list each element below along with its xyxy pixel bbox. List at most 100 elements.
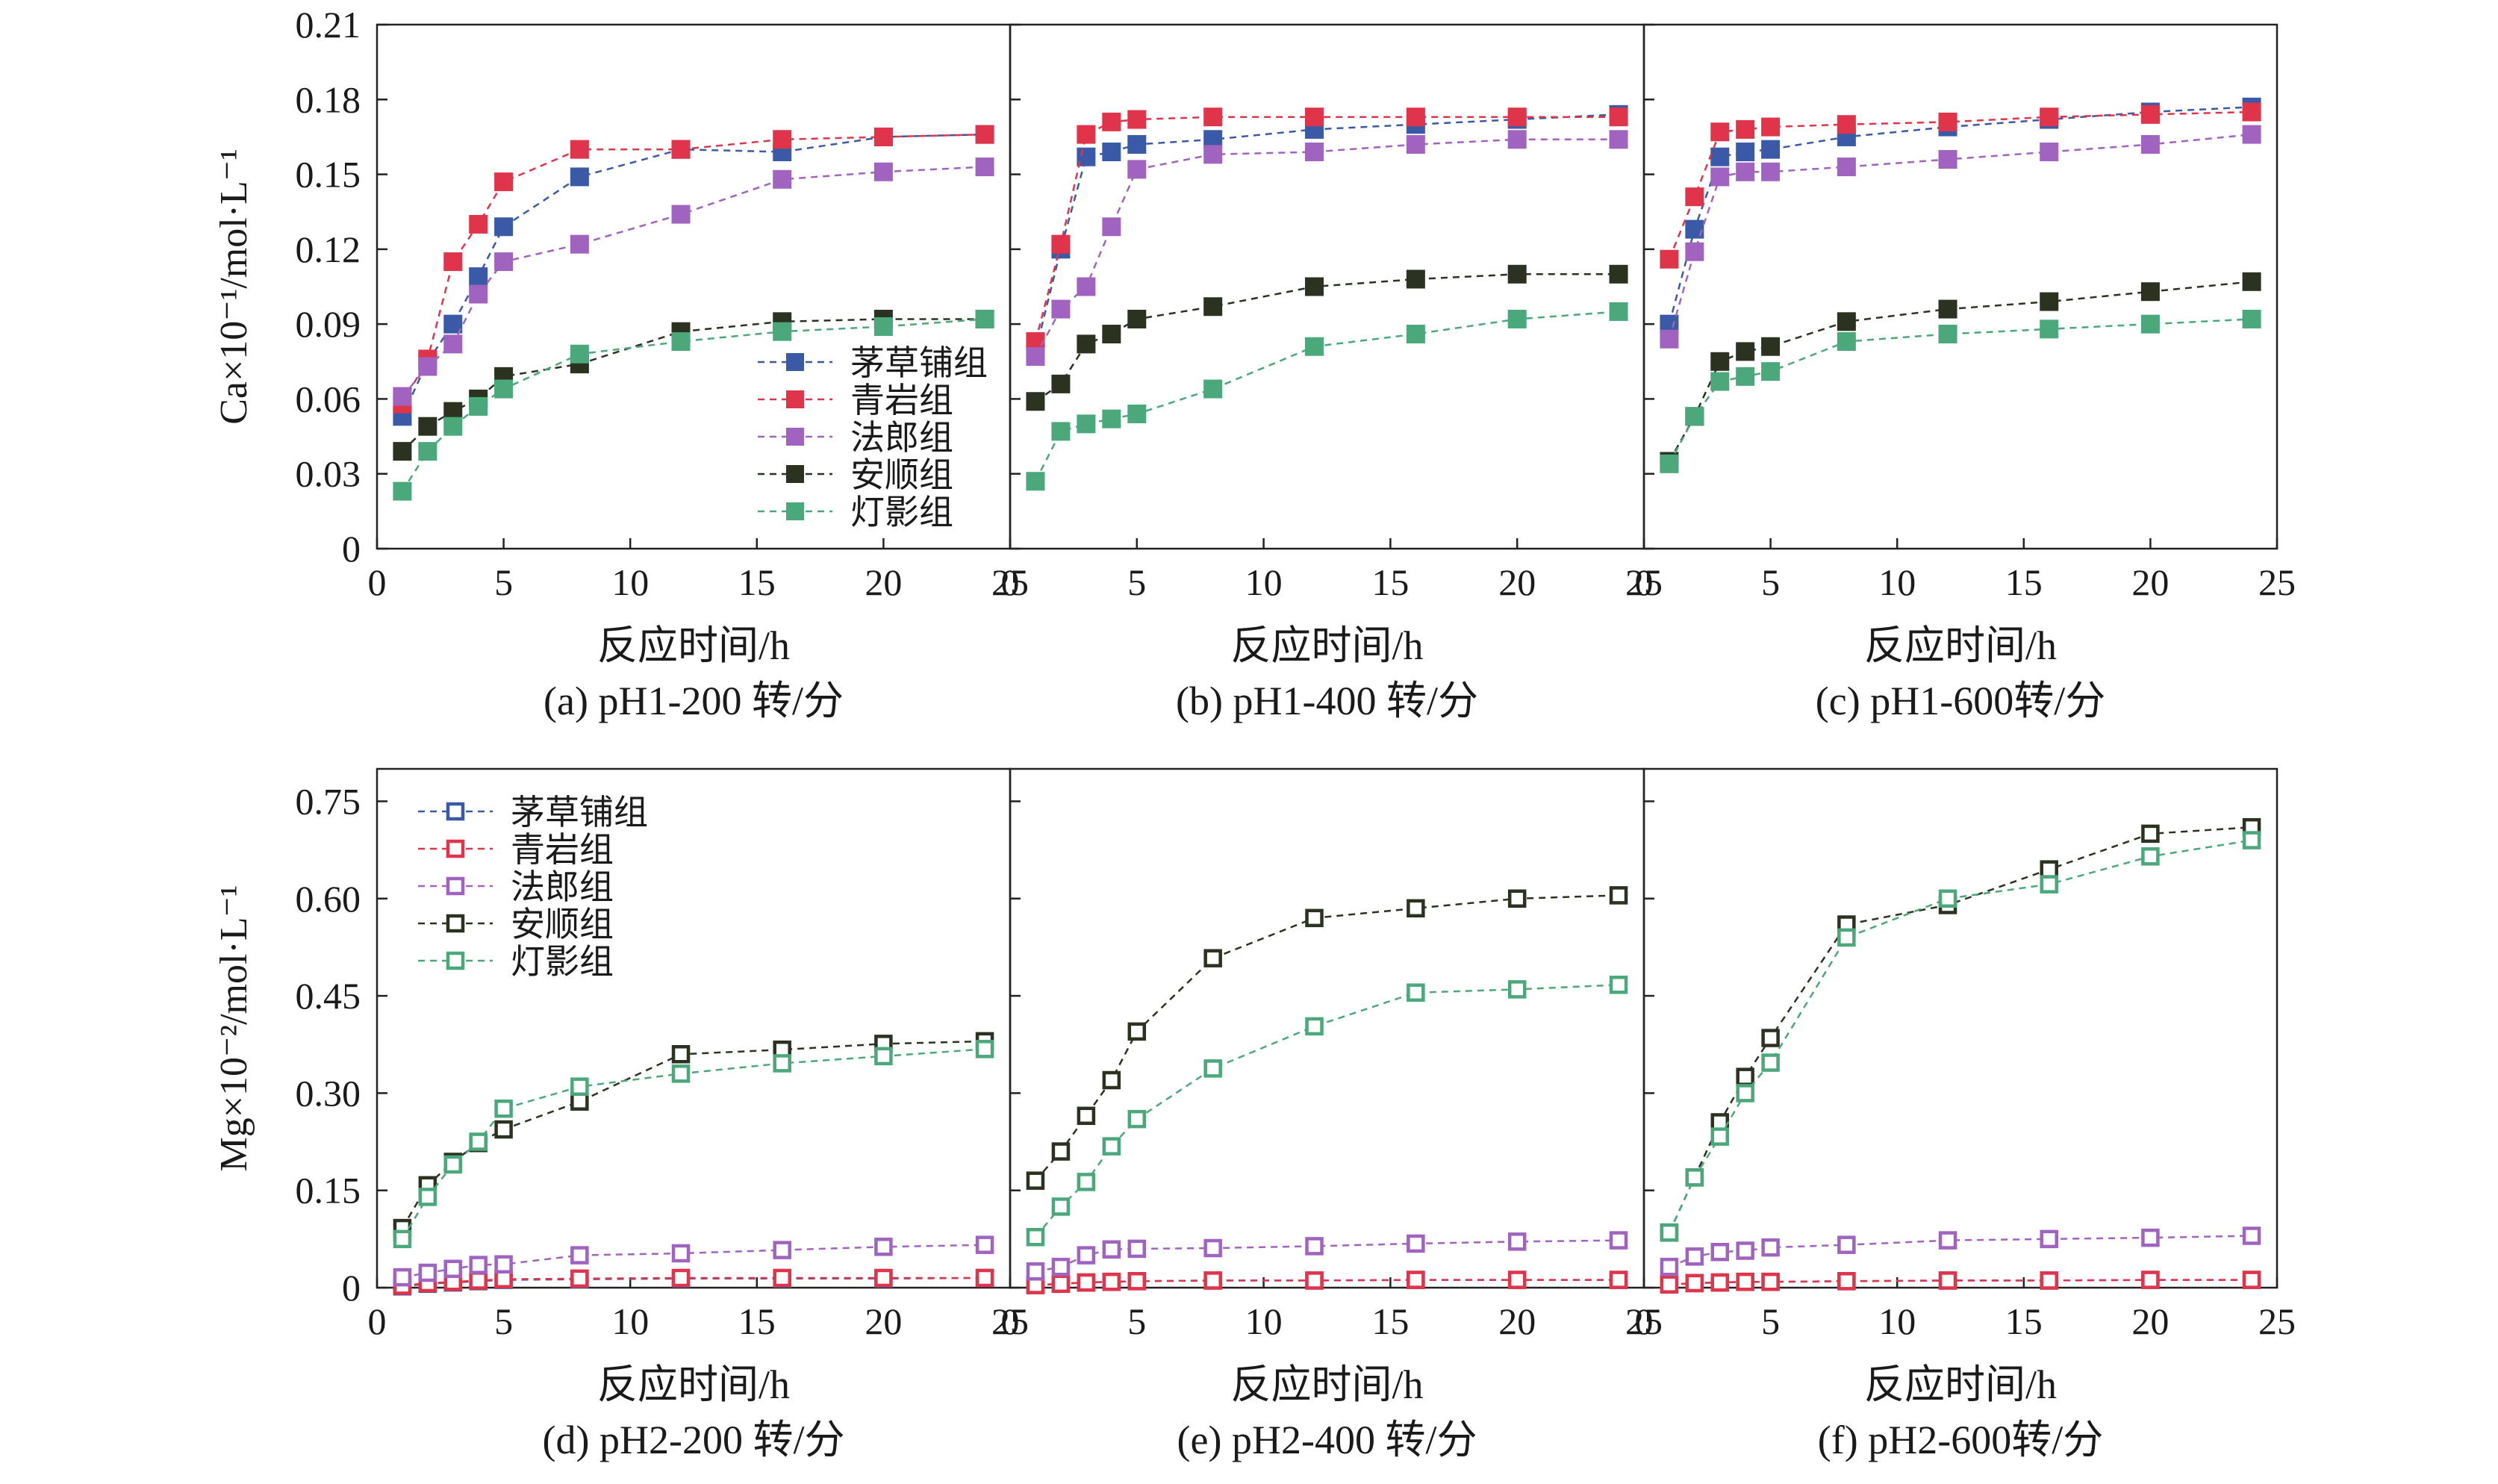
data-point: [1051, 299, 1071, 319]
data-point: [1710, 167, 1730, 187]
series-line: [1668, 133, 2252, 340]
data-point: [1127, 110, 1147, 129]
series-line: [401, 318, 985, 492]
data-point: [1736, 1067, 1754, 1086]
data-point: [418, 1188, 437, 1206]
y-tick-label: 0.09: [296, 303, 361, 345]
x-tick-label: 15: [1371, 1300, 1409, 1342]
data-point: [1127, 1109, 1147, 1129]
data-point: [1507, 309, 1527, 328]
data-point: [1938, 325, 1957, 344]
data-point: [1407, 899, 1425, 918]
data-point: [975, 1268, 994, 1288]
data-point: [2141, 847, 2160, 866]
data-point: [2140, 314, 2160, 334]
data-point: [1102, 1070, 1121, 1090]
data-point: [443, 252, 463, 272]
x-tick-label: 0: [1635, 1300, 1654, 1342]
data-point: [1938, 299, 1957, 319]
x-axis-label: 反应时间/h: [1864, 623, 2057, 668]
legend-marker: [786, 502, 804, 520]
legend-label: 灯影组: [850, 493, 953, 531]
data-point: [1609, 1271, 1628, 1289]
data-point: [2141, 1228, 2160, 1247]
series-line: [1035, 984, 1619, 1238]
data-point: [1685, 1168, 1704, 1187]
panel-caption: (a) pH1-200 转/分: [543, 679, 844, 723]
panel-e: 0 5 10 15 20 25 反应时间/h (e) pH2-400 转/分: [1001, 767, 1663, 1462]
data-point: [1710, 352, 1730, 371]
series-line: [1035, 273, 1619, 402]
data-point: [1609, 302, 1628, 321]
series-line: [1668, 110, 2252, 260]
data-point: [570, 234, 589, 254]
legend-marker: [446, 951, 465, 970]
data-point: [1761, 362, 1781, 381]
series-line: [1034, 138, 1619, 358]
data-point: [393, 1229, 412, 1249]
plot-frame: [376, 767, 1012, 1289]
data-point: [1407, 1271, 1425, 1289]
data-point: [1051, 1142, 1071, 1161]
data-point: [975, 309, 994, 328]
data-point: [1507, 980, 1527, 999]
data-point: [1127, 404, 1147, 423]
data-point: [2040, 319, 2059, 339]
data-point: [494, 1099, 513, 1118]
y-tick-label: 0.21: [296, 4, 361, 46]
data-point: [1609, 130, 1628, 149]
data-point: [443, 334, 463, 354]
data-point: [671, 1268, 691, 1288]
data-point: [1406, 107, 1425, 127]
data-point: [2141, 824, 2160, 844]
data-point: [1102, 1137, 1121, 1156]
data-point: [418, 1263, 437, 1282]
data-point: [2242, 272, 2261, 291]
data-point: [2040, 142, 2059, 161]
data-point: [1660, 329, 1679, 349]
data-point: [1305, 1271, 1324, 1290]
x-axis-label: 反应时间/h: [1230, 1362, 1423, 1407]
data-point: [418, 417, 437, 436]
data-point: [1710, 1273, 1730, 1292]
legend-marker: [446, 839, 465, 858]
series-line: [1035, 1239, 1619, 1273]
data-point: [570, 1092, 589, 1111]
x-tick-label: 0: [1635, 561, 1654, 603]
x-tick-label: 25: [1625, 561, 1663, 603]
data-point: [975, 1040, 994, 1059]
data-point: [1761, 1238, 1780, 1257]
series-line: [1668, 281, 2252, 462]
x-tick-label: 25: [991, 1300, 1029, 1342]
x-tick-label: 25: [991, 561, 1029, 603]
legend-label: 安顺组: [850, 456, 953, 494]
data-point: [773, 130, 792, 149]
y-tick-label: 0.12: [296, 228, 361, 270]
y-tick-label: 0.03: [296, 453, 361, 495]
data-point: [469, 1256, 488, 1274]
data-point: [494, 1255, 513, 1273]
data-point: [393, 481, 412, 501]
data-point: [1609, 264, 1628, 284]
panel-b: 0 5 10 15 20 25 反应时间/h (b) pH1-400 转/分: [1001, 23, 1663, 723]
y-axis-label: Ca×10⁻¹/mol·L⁻¹: [213, 149, 255, 425]
panel-c: 0 5 10 15 20 25 反应时间/h (c) pH1-600转/分: [1635, 23, 2296, 723]
legend-marker: [786, 390, 804, 408]
data-point: [2242, 125, 2261, 144]
data-point: [1761, 1053, 1780, 1072]
data-point: [1710, 147, 1730, 166]
data-point: [1660, 1223, 1679, 1242]
data-point: [1507, 1232, 1527, 1251]
data-point: [1761, 1029, 1780, 1047]
x-tick-label: 5: [494, 561, 513, 603]
data-point: [874, 1238, 893, 1256]
legend-label: 青岩组: [850, 381, 953, 420]
series-line: [1034, 116, 1619, 342]
panel-caption: (f) pH2-600转/分: [1818, 1418, 2103, 1462]
panel-f: 0 5 10 15 20 25 反应时间/h (f) pH2-600转/分: [1635, 767, 2296, 1462]
x-tick-label: 5: [1761, 561, 1780, 603]
data-point: [418, 357, 437, 376]
legend-label: 法郎组: [511, 868, 614, 906]
data-point: [494, 1120, 513, 1139]
data-point: [671, 1045, 691, 1064]
